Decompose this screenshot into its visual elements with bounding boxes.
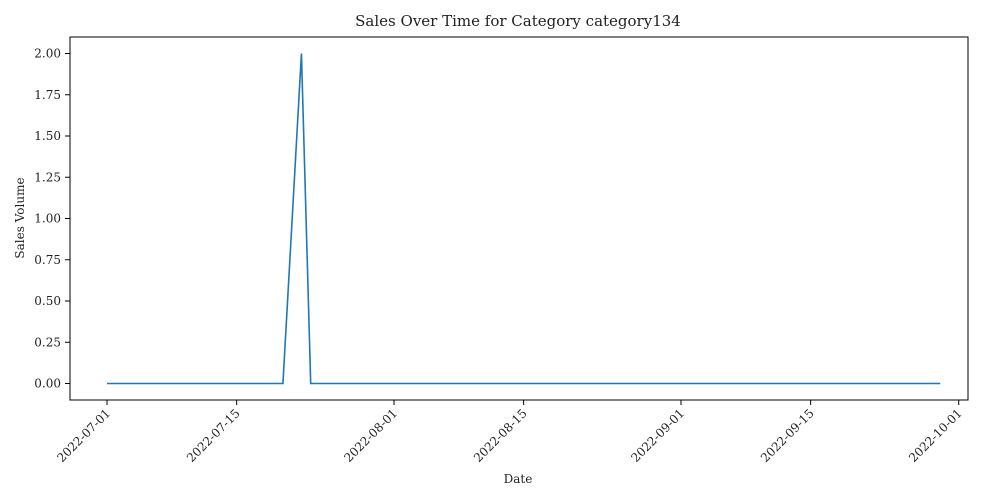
y-tick-label: 1.00 <box>34 212 61 226</box>
x-tick-label: 2022-09-01 <box>628 406 687 465</box>
y-tick-label: 1.25 <box>34 170 61 184</box>
x-tick-label: 2022-10-01 <box>906 406 965 465</box>
y-axis: 0.00 0.25 0.50 0.75 1.00 1.25 1.50 1.75 2.00 <box>34 47 70 391</box>
y-tick-label: 1.50 <box>34 129 61 143</box>
y-axis-label: Sales Volume <box>13 177 27 258</box>
x-axis: 2022-07-01 2022-07-15 2022-08-01 2022-08-15… <box>54 400 965 465</box>
series-line-0 <box>107 53 941 385</box>
x-tick-label: 2022-07-15 <box>184 406 243 465</box>
x-tick-label: 2022-07-01 <box>54 406 113 465</box>
chart-title: Sales Over Time for Category category134 <box>355 12 681 30</box>
y-tick-label: 2.00 <box>34 47 61 61</box>
y-tick-label: 0.50 <box>34 294 61 308</box>
series-layer <box>107 53 941 385</box>
plot-frame <box>69 36 969 401</box>
y-tick-label: 0.25 <box>34 335 61 349</box>
y-tick-label: 1.75 <box>34 88 61 102</box>
x-axis-label: Date <box>504 472 533 486</box>
y-tick-label: 0.00 <box>34 377 61 391</box>
x-tick-label: 2022-08-15 <box>471 406 530 465</box>
x-tick-label: 2022-08-01 <box>341 406 400 465</box>
y-tick-label: 0.75 <box>34 253 61 267</box>
x-tick-label: 2022-09-15 <box>758 406 817 465</box>
